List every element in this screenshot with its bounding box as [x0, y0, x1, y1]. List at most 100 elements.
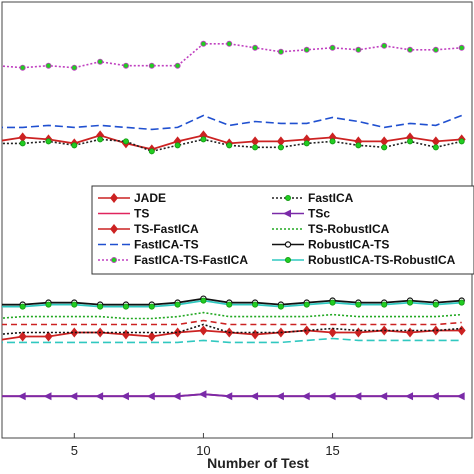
data-point [147, 331, 156, 342]
data-point [146, 392, 155, 401]
x-tick-label: 5 [71, 443, 78, 458]
data-point [275, 392, 284, 401]
legend-label: TS [134, 207, 149, 221]
data-point [252, 44, 259, 51]
data-point [277, 144, 284, 151]
data-point [431, 325, 440, 336]
series-line [2, 299, 462, 308]
legend-marker [111, 256, 118, 263]
data-point [0, 335, 1, 345]
data-point [277, 303, 284, 310]
data-point [19, 140, 26, 147]
legend-label: FastICA [308, 191, 354, 205]
legend-marker [284, 256, 291, 263]
legend-item-jade: JADE [98, 191, 166, 205]
series-line [2, 42, 462, 69]
data-point [456, 392, 465, 401]
data-point [122, 138, 129, 145]
data-point [430, 392, 439, 401]
data-point [251, 136, 260, 147]
data-point [226, 142, 233, 149]
data-point [406, 327, 415, 338]
legend-label: RobustICA-TS-RobustICA [308, 253, 456, 267]
series-line [2, 134, 462, 151]
legend-item-fastica-ts: FastICA-TS [98, 238, 199, 252]
data-point [432, 301, 439, 308]
data-point [355, 142, 362, 149]
series-line [2, 329, 462, 341]
data-point [303, 301, 310, 308]
data-point [379, 392, 388, 401]
series-fastica-5 [2, 136, 465, 155]
data-point [122, 303, 129, 310]
data-point [173, 327, 182, 338]
data-point [329, 299, 336, 306]
data-point [329, 138, 336, 145]
data-point [302, 325, 311, 336]
data-point [95, 392, 104, 401]
series-fastica-ts-3 [2, 114, 462, 131]
data-point [432, 144, 439, 151]
data-point [44, 331, 53, 342]
data-point [97, 58, 104, 65]
data-point [18, 331, 27, 342]
data-point [431, 136, 440, 147]
legend-marker [110, 224, 118, 234]
data-point [172, 392, 181, 401]
data-point [407, 46, 414, 53]
series-ts-fastica-2 [0, 130, 466, 155]
data-point [0, 136, 1, 146]
data-point [380, 325, 389, 336]
legend-label: TS-FastICA [134, 222, 199, 236]
data-point [148, 62, 155, 69]
series-line [2, 297, 462, 306]
legend-label: JADE [134, 191, 166, 205]
series-line [2, 323, 462, 335]
data-point [458, 138, 465, 145]
series-layer [0, 40, 466, 401]
data-point [407, 138, 414, 145]
series-unlabeled-12 [2, 323, 462, 335]
data-point [19, 64, 26, 71]
data-point [353, 392, 362, 401]
x-tick-label: 15 [325, 443, 339, 458]
data-point [70, 327, 79, 338]
data-point [303, 46, 310, 53]
data-point [355, 301, 362, 308]
x-axis-title: Number of Test [207, 455, 309, 471]
data-point [381, 301, 388, 308]
legend-label: TSc [308, 207, 330, 221]
series-line [2, 311, 462, 320]
series-line [2, 337, 462, 344]
data-point [45, 138, 52, 145]
legend-label: RobustICA-TS [308, 238, 389, 252]
data-point [432, 46, 439, 53]
legend-marker [283, 209, 291, 218]
data-point [250, 392, 259, 401]
legend-item-tsc: TSc [272, 207, 330, 221]
data-point [200, 136, 207, 143]
data-point [381, 42, 388, 49]
legend-marker [284, 241, 292, 248]
data-point [458, 299, 465, 306]
data-point [45, 62, 52, 69]
data-point [355, 46, 362, 53]
series-fastica-ts-fastica-4 [2, 40, 465, 71]
data-point [71, 301, 78, 308]
data-point [407, 299, 414, 306]
series-unlabeled-11 [2, 337, 462, 344]
legend-item-ts: TS [98, 207, 149, 221]
legend-label: TS-RobustICA [308, 222, 390, 236]
legend-item-robustica-ts-robustica: RobustICA-TS-RobustICA [272, 253, 456, 267]
legend-marker [110, 193, 118, 203]
data-point [198, 390, 207, 399]
series-ts-robustica-7 [2, 311, 462, 320]
data-point [327, 392, 336, 401]
legend-marker [284, 194, 291, 201]
data-point [329, 44, 336, 51]
data-point [252, 144, 259, 151]
data-point [380, 136, 389, 147]
data-point [97, 303, 104, 310]
